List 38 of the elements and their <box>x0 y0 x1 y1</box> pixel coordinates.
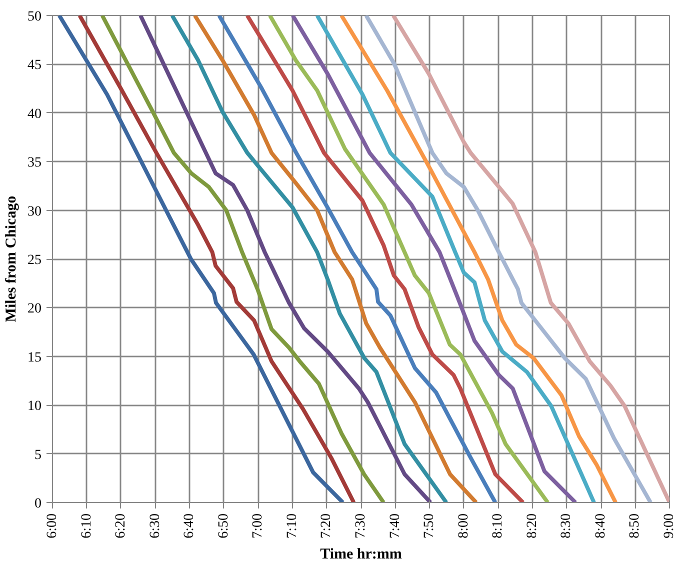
line-series <box>245 16 526 502</box>
y-tick-label: 35 <box>28 156 42 171</box>
x-tick-label: 6:30 <box>148 514 163 538</box>
x-tick-label: 8:40 <box>594 514 609 538</box>
x-tick-label: 7:10 <box>285 514 300 538</box>
y-tick-label: 5 <box>34 448 42 463</box>
x-tick-label: 9:00 <box>662 514 677 538</box>
x-tick-label: 6:10 <box>79 514 94 538</box>
x-tick-label: 6:00 <box>45 514 60 538</box>
x-tick-label: 7:50 <box>422 514 437 538</box>
x-tick-label: 7:30 <box>354 514 368 538</box>
x-tick-label: 7:00 <box>250 514 266 538</box>
line-series <box>100 16 386 502</box>
y-tick-label: 20 <box>28 302 42 317</box>
y-tick-label: 25 <box>28 253 42 268</box>
y-tick-label: 45 <box>28 58 42 74</box>
x-tick-label: 8:00 <box>456 514 472 538</box>
line-series <box>170 16 448 502</box>
y-tick-label: 40 <box>28 106 42 122</box>
x-tick-label: 6:40 <box>182 514 198 538</box>
y-tick-label: 50 <box>28 10 42 24</box>
y-tick-label: 15 <box>28 350 42 366</box>
x-tick-label: 8:20 <box>524 514 540 538</box>
y-tick-label: 0 <box>34 496 42 512</box>
line-series <box>268 16 550 502</box>
x-axis-title: Time hr:mm <box>320 546 402 562</box>
y-tick-label: 30 <box>28 204 42 220</box>
x-tick-label: 8:30 <box>559 514 574 538</box>
x-tick-label: 7:40 <box>388 514 403 538</box>
x-tick-label: 6:50 <box>216 514 232 538</box>
x-tick-label: 8:10 <box>490 514 506 538</box>
x-tick-label: 8:50 <box>628 514 643 538</box>
y-axis-title: Miles from Chicago <box>4 196 20 322</box>
line-series <box>138 16 433 502</box>
x-tick-label: 6:20 <box>113 514 128 538</box>
line-series <box>339 16 618 502</box>
x-tick-label: 7:20 <box>319 514 334 538</box>
y-tick-label: 10 <box>28 399 42 414</box>
